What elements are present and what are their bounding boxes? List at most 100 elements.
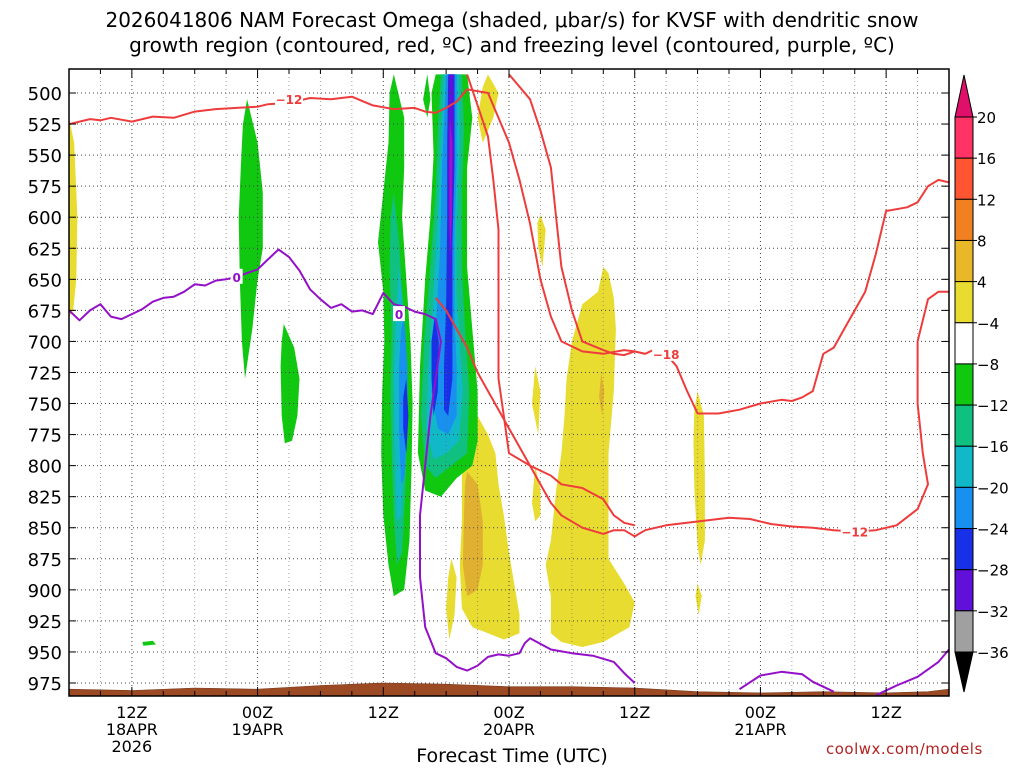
y-tick-label: 925 — [28, 612, 62, 633]
y-tick-label: 950 — [28, 643, 62, 664]
colorbar-label: 8 — [977, 232, 987, 250]
y-tick-label: 725 — [28, 363, 62, 384]
colorbar-label: −20 — [977, 479, 1009, 497]
colorbar-label: −36 — [977, 644, 1009, 662]
y-tick-label: 850 — [28, 519, 62, 540]
y-tick-label: 625 — [28, 239, 62, 260]
omega-shading-layer — [69, 74, 705, 647]
contour-label-bg — [393, 306, 405, 322]
colorbar-segment — [954, 486, 974, 530]
chart-title-line2: growth region (contoured, red, ºC) and f… — [129, 33, 895, 57]
colorbar-segment — [954, 322, 974, 365]
x-tick-label: 12Z — [619, 703, 650, 722]
omega-region — [403, 378, 409, 454]
x-tick-label: 19APR — [232, 720, 284, 739]
colorbar-segment — [954, 198, 974, 241]
y-tick-label: 525 — [28, 115, 62, 136]
contour-line--18 — [508, 73, 646, 357]
x-tick-label: 00Z — [493, 703, 524, 722]
colorbar-label: −8 — [977, 356, 999, 374]
y-tick-label: 600 — [28, 208, 62, 229]
x-tick-label: 12Z — [368, 703, 399, 722]
colorbar-segment — [954, 610, 974, 653]
contour-label: −18 — [653, 348, 680, 362]
y-tick-label: 900 — [28, 581, 62, 602]
colorbar-segment — [954, 239, 974, 283]
y-tick-label: 875 — [28, 550, 62, 571]
x-tick-label: 20APR — [483, 720, 535, 739]
omega-region — [446, 558, 457, 640]
y-tick-label: 700 — [28, 332, 62, 353]
colorbar-label: −16 — [977, 438, 1009, 456]
contour-layer: −12 −12 −18 0 0 — [69, 73, 949, 696]
omega-region — [532, 366, 541, 435]
omega-region — [142, 640, 156, 646]
omega-region — [537, 214, 546, 267]
omega-region — [449, 117, 453, 255]
colorbar-top-arrow — [954, 74, 974, 118]
colorbar-segment — [954, 363, 974, 406]
colorbar-label: −32 — [977, 603, 1009, 621]
contour-line--18 — [466, 74, 635, 527]
colorbar-segment — [954, 404, 974, 447]
x-tick-label: 12Z — [116, 703, 147, 722]
x-tick-label: 18APR — [106, 720, 158, 739]
omega-region — [693, 391, 705, 565]
x-tick-label: 2026 — [111, 737, 152, 756]
omega-region — [238, 99, 263, 379]
y-tick-label: 675 — [28, 301, 62, 322]
colorbar-label: −4 — [977, 315, 999, 333]
contour-label: −12 — [276, 93, 303, 107]
colorbar: 20 16 12 8 4 −4 −8 −12 −16 −20 −24 −28 −32 −36 — [954, 74, 1009, 693]
x-tick-label: 00Z — [745, 703, 776, 722]
omega-region — [423, 74, 431, 118]
y-tick-label: 550 — [28, 146, 62, 167]
y-tick-label: 825 — [28, 488, 62, 509]
contour-line-0 — [738, 670, 835, 693]
colorbar-segment — [954, 116, 974, 159]
colorbar-segment — [954, 528, 974, 571]
omega-region — [545, 266, 635, 647]
y-tick-label: 500 — [28, 84, 62, 105]
colorbar-label: −12 — [977, 397, 1009, 415]
y-tick-label: 775 — [28, 426, 62, 447]
watermark: coolwx.com/models — [826, 740, 983, 758]
colorbar-label: −28 — [977, 562, 1009, 580]
colorbar-label: 4 — [977, 274, 987, 292]
colorbar-bottom-arrow — [954, 651, 974, 693]
contour-label: −12 — [841, 525, 868, 539]
contour-label: 0 — [232, 271, 240, 285]
omega-region — [695, 583, 702, 615]
y-tick-label: 575 — [28, 177, 62, 198]
grid-layer — [69, 69, 949, 696]
colorbar-label: 16 — [977, 150, 996, 168]
x-tick-label: 21APR — [734, 720, 786, 739]
chart-title-line1: 2026041806 NAM Forecast Omega (shaded, μ… — [105, 8, 919, 32]
contour-label-bg — [840, 523, 869, 539]
omega-region — [280, 324, 300, 444]
contour-label-bg — [275, 91, 303, 107]
x-tick-label: 00Z — [242, 703, 273, 722]
y-tick-label: 975 — [28, 674, 62, 695]
y-tick-label: 800 — [28, 457, 62, 478]
contour-line-0 — [69, 248, 636, 684]
colorbar-label: 12 — [977, 191, 996, 209]
contour-line--12 — [69, 88, 949, 415]
contour-line--12 — [434, 290, 949, 538]
y-tick-label: 650 — [28, 270, 62, 291]
contour-label-bg — [652, 345, 681, 361]
colorbar-label: 20 — [977, 109, 996, 127]
contour-label: 0 — [395, 308, 403, 322]
colorbar-segment — [954, 281, 974, 324]
y-axis: 500 525 550 575 600 625 650 675 700 725 750 775 800 8… — [28, 84, 949, 695]
contour-line-0 — [875, 648, 949, 696]
x-tick-label: 12Z — [870, 703, 901, 722]
colorbar-segment — [954, 445, 974, 488]
omega-region — [532, 465, 541, 522]
colorbar-segment — [954, 569, 974, 612]
colorbar-segment — [954, 157, 974, 200]
y-tick-label: 750 — [28, 395, 62, 416]
contour-label-bg — [230, 268, 243, 284]
